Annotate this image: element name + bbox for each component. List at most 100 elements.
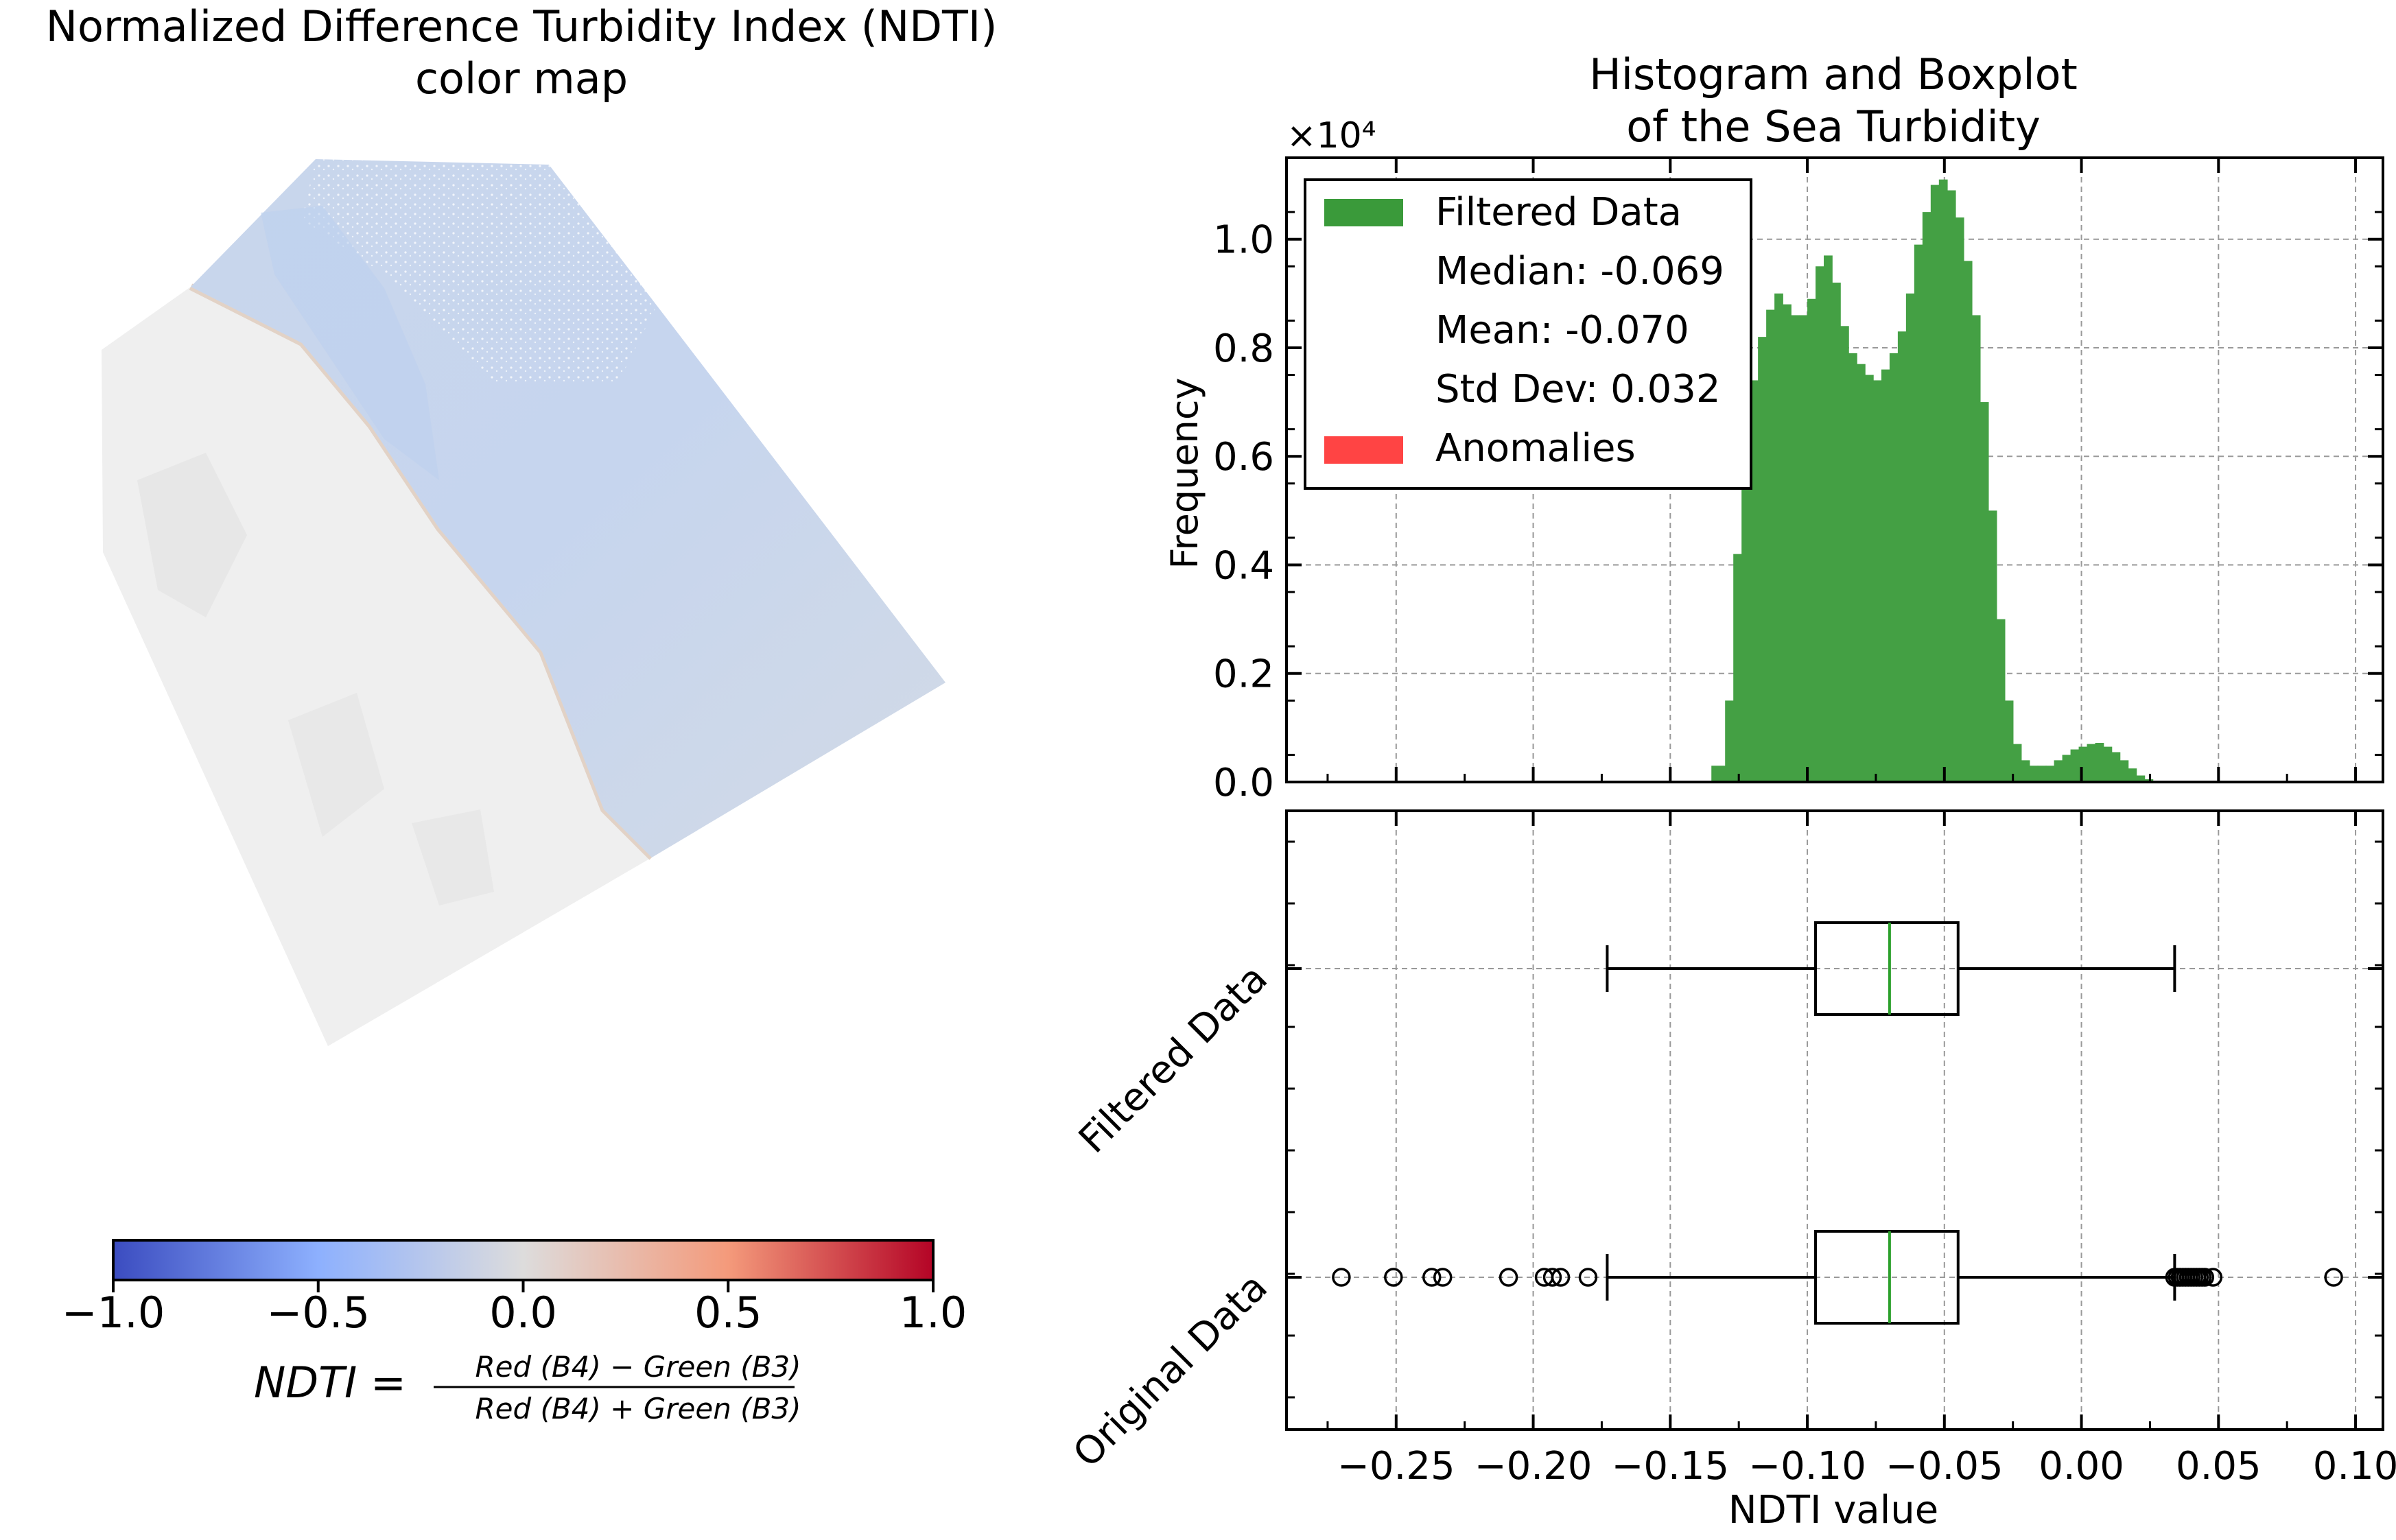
histogram-bar bbox=[2111, 752, 2121, 782]
histogram-bar bbox=[1783, 304, 1792, 782]
histogram-bar bbox=[1980, 402, 1989, 782]
histogram-bar bbox=[1889, 353, 1899, 782]
boxplot-outlier-point bbox=[1433, 1268, 1453, 1287]
legend-label-filtered: Filtered Data bbox=[1435, 190, 1682, 235]
boxplot-category-filtered: Filtered Data bbox=[1070, 956, 1276, 1162]
boxplot-xtick-label: 0.00 bbox=[2039, 1444, 2124, 1489]
sea-plume bbox=[261, 206, 439, 480]
histogram-bar bbox=[1922, 212, 1931, 782]
histogram-bar bbox=[1799, 315, 1808, 782]
sea-speckle bbox=[302, 159, 659, 384]
boxplot-outlier-point bbox=[1384, 1268, 1403, 1287]
colorbar-gradient bbox=[112, 1239, 935, 1281]
boxplot-xtick-label: −0.15 bbox=[1611, 1444, 1729, 1489]
legend-swatch-filtered bbox=[1324, 199, 1403, 226]
histogram-bar bbox=[1733, 554, 1742, 782]
histogram-bar bbox=[1996, 619, 2006, 782]
boxplot-ticks: −0.25 −0.20 −0.15 −0.10 −0.05 0.00 0.05 0.10 bbox=[1287, 774, 2396, 1489]
histogram-ytick-label: 0.2 bbox=[1213, 652, 1274, 697]
histogram-bar bbox=[1758, 337, 1767, 782]
histogram-bar bbox=[1881, 369, 1890, 782]
histogram-bar bbox=[1824, 255, 1833, 782]
histogram-bar bbox=[1832, 283, 1841, 782]
colorbar-tick-label: −1.0 bbox=[62, 1288, 165, 1338]
legend-label-anomalies: Anomalies bbox=[1435, 426, 1636, 471]
boxplot-xtick-label: −0.05 bbox=[1886, 1444, 2004, 1489]
histogram-bar bbox=[1725, 700, 1734, 782]
histogram-bar bbox=[2004, 700, 2014, 782]
histogram-bar bbox=[1971, 315, 1981, 782]
boxplot-outlier-point bbox=[1332, 1268, 1351, 1287]
colorbar-ticks: −1.0 −0.5 0.0 0.5 1.0 bbox=[62, 1280, 967, 1338]
histogram-ytick-label: 0.8 bbox=[1213, 327, 1274, 371]
boxplot-outlier-point bbox=[2195, 1268, 2215, 1287]
boxplot-frame bbox=[1285, 809, 2384, 1431]
formula-denominator: Red (B4) + Green (B3) bbox=[475, 1392, 801, 1425]
boxplot-outlier-point bbox=[2324, 1268, 2343, 1287]
boxplot-category-original: Original Data bbox=[1065, 1265, 1276, 1476]
boxplot-outlier-point bbox=[2203, 1268, 2223, 1287]
formula-numerator: Red (B4) − Green (B3) bbox=[475, 1350, 801, 1384]
boxplot-xtick-label: 0.10 bbox=[2313, 1444, 2396, 1489]
land-texture-2 bbox=[288, 693, 384, 837]
histogram-bar bbox=[2021, 760, 2030, 782]
boxplot-xlabel: NDTI value bbox=[1728, 1488, 1939, 1532]
boxplot-axes: −0.25 −0.20 −0.15 −0.10 −0.05 0.00 0.05 0.10 ND… bbox=[1065, 774, 2396, 1532]
histogram-legend: Filtered Data Median: -0.069 Mean: -0.07… bbox=[1304, 178, 1752, 490]
colorbar: −1.0 −0.5 0.0 0.5 1.0 bbox=[62, 1239, 967, 1338]
boxplot-marks bbox=[1332, 921, 2343, 1325]
histogram-frame bbox=[1285, 156, 2384, 783]
legend-label-median: Median: -0.069 bbox=[1435, 249, 1724, 294]
histogram-bar bbox=[1840, 326, 1849, 783]
boxplot-outlier-point bbox=[1422, 1268, 1442, 1287]
boxplot-outlier-point bbox=[1542, 1268, 1562, 1287]
legend-label-mean: Mean: -0.070 bbox=[1435, 308, 1689, 353]
histogram-bars bbox=[1711, 179, 2154, 783]
histogram-boxplot-panel: Histogram and Boxplot of the Sea Turbidi… bbox=[1065, 49, 2396, 1532]
histogram-bar bbox=[1963, 261, 1973, 782]
ndti-formula: NDTI = Red (B4) − Green (B3) Red (B4) + … bbox=[254, 1350, 801, 1425]
histogram-bar bbox=[1914, 244, 1923, 782]
boxplot-box bbox=[1814, 921, 1960, 1016]
histogram-bar bbox=[1848, 353, 1857, 782]
colorbar-tick-label: 1.0 bbox=[900, 1288, 967, 1338]
land-texture-3 bbox=[412, 809, 494, 905]
boxplot-xtick-label: 0.05 bbox=[2176, 1444, 2262, 1489]
histogram-bar bbox=[1864, 375, 1874, 782]
histogram-bar bbox=[1872, 380, 1882, 782]
boxplot-box bbox=[1814, 1230, 1960, 1325]
histogram-bar bbox=[1741, 456, 1750, 782]
histogram-ytick-label: 0.4 bbox=[1213, 543, 1274, 588]
ndti-map-panel: Normalized Difference Turbidity Index (N… bbox=[46, 1, 998, 1425]
land-texture bbox=[137, 453, 247, 617]
hist-title-line-2: of the Sea Turbidity bbox=[1626, 102, 2041, 152]
land-region bbox=[102, 287, 652, 1046]
map-title-line-2: color map bbox=[415, 54, 628, 104]
histogram-bar bbox=[1766, 309, 1775, 783]
histogram-ytick-label: 1.0 bbox=[1213, 218, 1274, 263]
legend-label-stddev: Std Dev: 0.032 bbox=[1435, 367, 1721, 412]
histogram-bar bbox=[1807, 298, 1816, 782]
histogram-bar bbox=[2078, 746, 2088, 782]
map-title-line-1: Normalized Difference Turbidity Index (N… bbox=[46, 1, 998, 51]
histogram-bar bbox=[2037, 766, 2047, 782]
colorbar-tick-label: 0.0 bbox=[489, 1288, 557, 1338]
hist-title-line-1: Histogram and Boxplot bbox=[1589, 49, 2078, 99]
histogram-bar bbox=[1791, 315, 1800, 782]
histogram-bar bbox=[2062, 755, 2071, 782]
histogram-bar bbox=[1947, 190, 1956, 782]
histogram-bar bbox=[1856, 364, 1866, 782]
colorbar-tick-label: −0.5 bbox=[266, 1288, 370, 1338]
histogram-bar bbox=[2087, 744, 2096, 782]
histogram-bar bbox=[2103, 746, 2113, 782]
histogram-axes: 0.0 0.2 0.4 0.6 0.8 1.0 ×10⁴ Frequency Filter… bbox=[1163, 115, 2384, 805]
histogram-bar bbox=[2029, 766, 2039, 782]
histogram-bar bbox=[1955, 217, 1964, 783]
boxplot-xtick-label: −0.20 bbox=[1475, 1444, 1593, 1489]
histogram-ytick-label: 0.6 bbox=[1213, 435, 1274, 479]
histogram-bar bbox=[1988, 510, 1997, 782]
histogram-bar bbox=[2119, 760, 2129, 782]
histogram-bar bbox=[2095, 743, 2104, 782]
boxplot-outlier-point bbox=[1578, 1268, 1598, 1287]
